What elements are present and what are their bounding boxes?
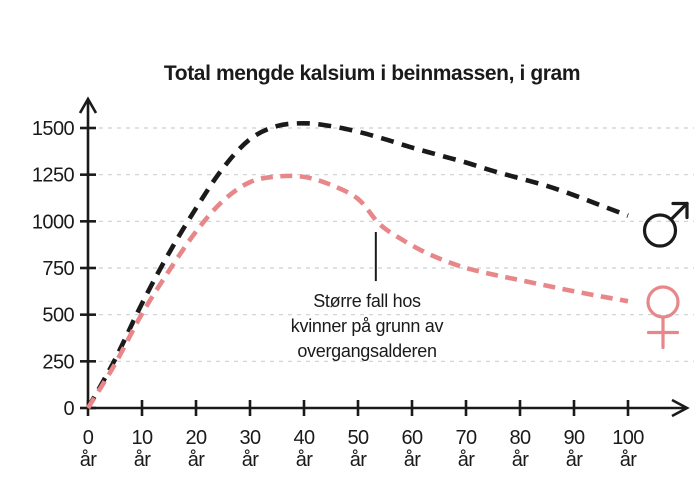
y-tick-label: 1500 (32, 118, 75, 140)
x-tick-label: 100 (612, 427, 644, 449)
axes (78, 96, 690, 418)
x-tick-label: 90 (563, 427, 585, 449)
x-tick-unit: år (620, 449, 638, 471)
y-tick-label: 1250 (32, 165, 75, 187)
annotation-line-2: kvinner på grunn av (290, 316, 444, 336)
y-tick-label: 250 (42, 351, 74, 373)
male-symbol-icon (642, 201, 689, 248)
x-tick-unit: år (80, 449, 98, 471)
y-axis-arrow-icon (78, 96, 98, 114)
y-tick-label: 750 (42, 258, 74, 280)
x-tick-unit: år (458, 449, 476, 471)
x-tick-unit: år (242, 449, 260, 471)
gridlines (90, 127, 694, 362)
x-tick-unit: år (512, 449, 530, 471)
chart-title: Total mengde kalsium i beinmassen, i gra… (163, 62, 581, 85)
annotation-line-3: overgangsalderen (297, 341, 437, 361)
annotation-line-1: Større fall hos (313, 291, 421, 311)
x-tick-label: 50 (347, 427, 369, 449)
x-tick-unit: år (566, 449, 584, 471)
x-tick-unit: år (350, 449, 368, 471)
y-tick-label: 1000 (32, 211, 75, 233)
x-tick-unit: år (188, 449, 206, 471)
curve-kvinner (86, 173, 629, 410)
female-symbol-icon (646, 285, 680, 350)
male-symbol-circle (642, 213, 678, 248)
x-tick-unit: år (296, 449, 314, 471)
annotation-text: Større fall hos kvinner på grunn av over… (290, 289, 444, 364)
y-tick-label: 0 (63, 398, 74, 420)
x-tick-label: 20 (185, 427, 207, 449)
x-tick-label: 80 (509, 427, 531, 449)
x-tick-label: 40 (293, 427, 315, 449)
male-arrow-shaft (669, 201, 689, 222)
female-symbol-circle (646, 285, 680, 319)
x-tick-label: 70 (455, 427, 477, 449)
x-tick-label: 60 (401, 427, 423, 449)
x-tick-label: 0 (83, 427, 94, 449)
x-tick-label: 10 (131, 427, 153, 449)
curve-menn (85, 121, 629, 410)
x-tick-unit: år (134, 449, 152, 471)
x-tick-unit: år (404, 449, 422, 471)
x-axis-arrow-icon (671, 398, 690, 418)
x-tick-label: 30 (239, 427, 261, 449)
tick-labels: 02505007501000125015000år10år20år30år40å… (32, 118, 645, 471)
y-tick-label: 500 (42, 305, 74, 327)
